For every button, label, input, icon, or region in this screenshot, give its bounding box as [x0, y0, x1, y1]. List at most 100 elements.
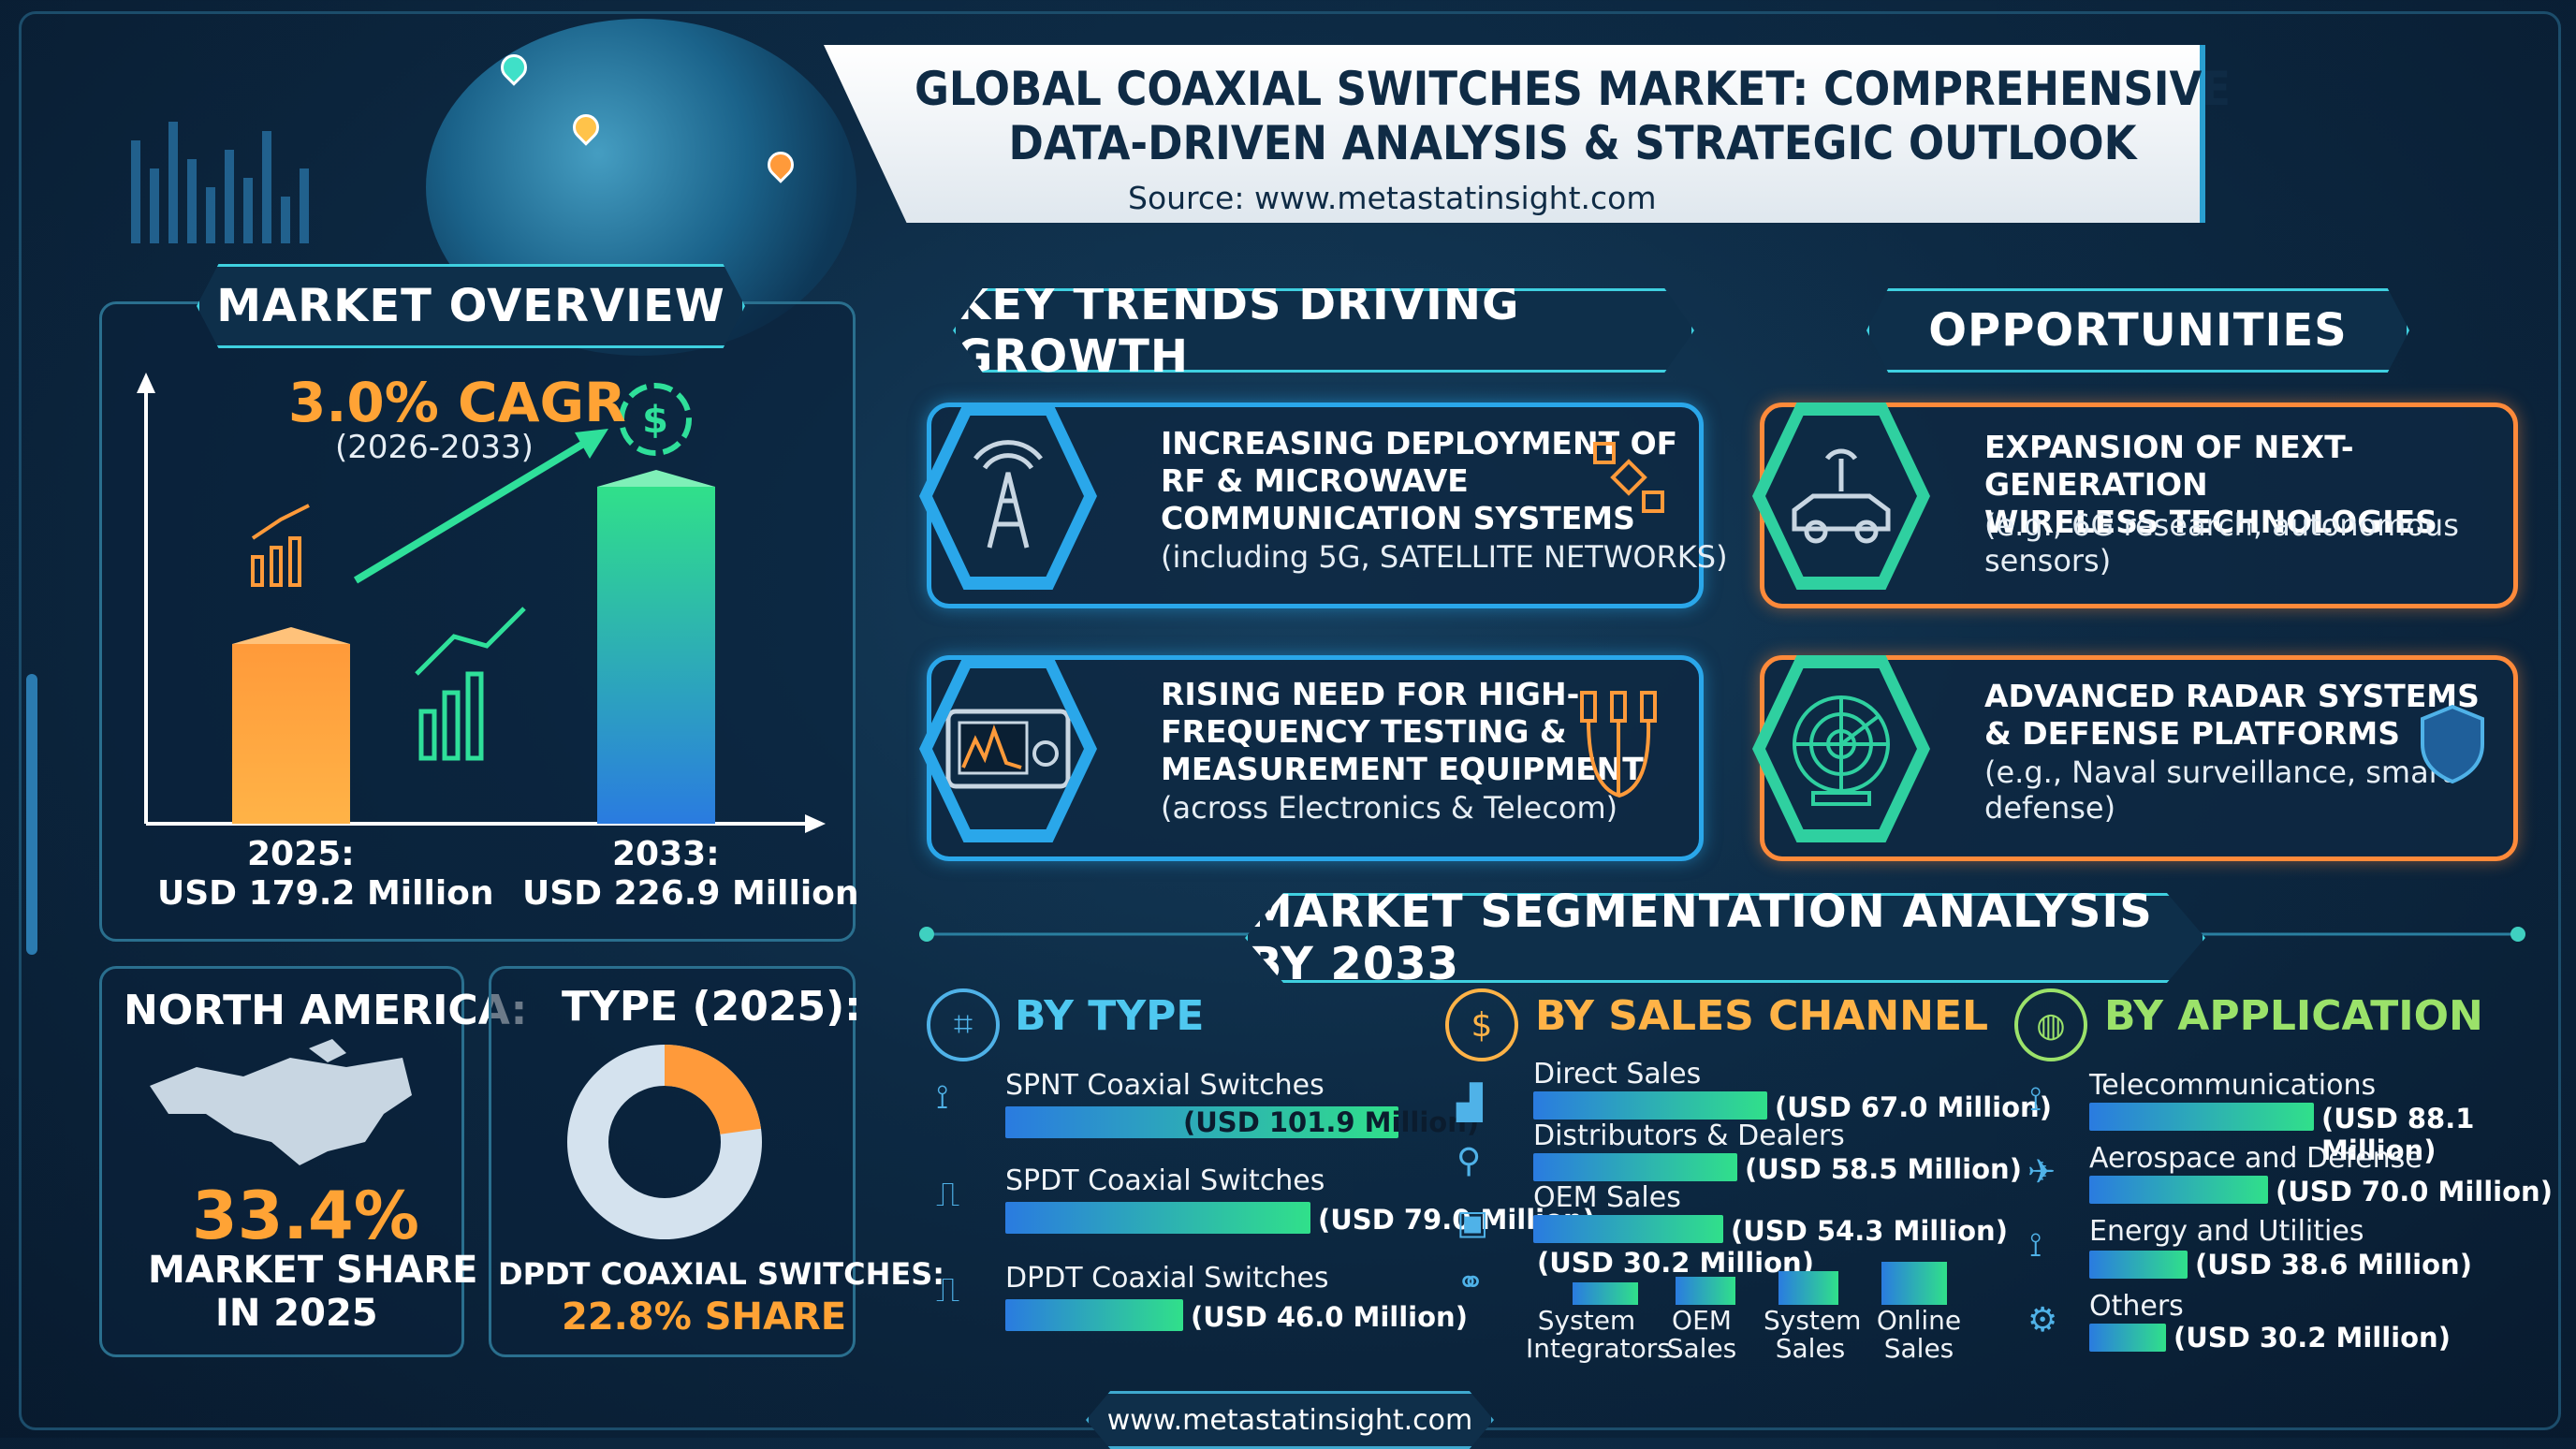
trend-1-title: INCREASING DEPLOYMENT OF RF & MICROWAVE … — [1161, 425, 1677, 537]
svg-text:$: $ — [642, 399, 668, 442]
opportunity-2-title-line-1: ADVANCED RADAR SYSTEMS — [1984, 678, 2480, 714]
trend-1-title-line-1: INCREASING DEPLOYMENT OF — [1161, 425, 1678, 461]
bar-2033 — [597, 487, 715, 824]
app-item-4-bar — [2089, 1324, 2166, 1352]
opportunity-1-title-line-2: WIRELESS TECHNOLOGIES — [1984, 504, 2437, 540]
column-oem-sales — [1676, 1277, 1735, 1305]
telecom-tower-icon: ⟟ — [2029, 1080, 2042, 1119]
source-text: Source: www.metastatinsight.com — [1128, 180, 1657, 216]
app-item-1-name: Telecommunications — [2089, 1069, 2377, 1102]
footer-url[interactable]: www.metastatinsight.com — [1106, 1403, 1473, 1437]
trend-2-title-line-3: MEASUREMENT EQUIPMENT — [1161, 751, 1644, 787]
by-sales-channel-heading: BY SALES CHANNEL — [1535, 992, 1989, 1040]
type-2025-heading: TYPE (2025): — [562, 983, 861, 1031]
market-overview-panel — [99, 301, 856, 942]
opportunity-1-sub-line-1: (e.g., 6G research, autonomous — [1984, 507, 2459, 543]
trend-2-title-line-1: RISING NEED FOR HIGH- — [1161, 676, 1580, 712]
switch-icon: ⎍ — [936, 1176, 960, 1214]
opportunity-1-sub-line-2: sensors) — [1984, 543, 2112, 578]
type-donut-chart — [567, 1045, 762, 1239]
type-item-3-bar — [1005, 1299, 1183, 1331]
north-america-panel — [99, 966, 464, 1357]
app-item-3-label: (USD 38.6 Million) — [2195, 1249, 2472, 1281]
sales-column-4-label: Online Sales — [1876, 1305, 1962, 1364]
opportunities-heading: OPPORTUNITIES — [1866, 288, 2409, 373]
app-item-2-name: Aerospace and Defense — [2089, 1142, 2422, 1175]
opportunity-1-title: EXPANSION OF NEXT-GENERATION WIRELESS TE… — [1984, 429, 2576, 541]
type-item-1-label: (USD 101.9 Million) — [1183, 1106, 1480, 1138]
antenna-icon: ⟟ — [936, 1078, 949, 1117]
opportunity-2-sub-line-2: defense) — [1984, 790, 2116, 826]
bar-2025 — [232, 644, 350, 824]
page-title: GLOBAL COAXIAL SWITCHES MARKET: COMPREHE… — [899, 62, 2247, 170]
app-item-1-bar — [2089, 1103, 2314, 1131]
sales-item-1-name: Direct Sales — [1533, 1058, 1702, 1090]
opportunities-heading-text: OPPORTUNITIES — [1928, 304, 2348, 357]
year-2033-label: 2033: — [612, 835, 720, 873]
cagr-value: 3.0% CAGR — [288, 371, 626, 434]
footer-url-banner[interactable]: www.metastatinsight.com — [1086, 1391, 1494, 1449]
app-item-3-bar — [2089, 1251, 2188, 1279]
spectrum-analyzer-icon — [945, 709, 1071, 789]
north-america-heading: NORTH AMERICA: — [124, 987, 528, 1034]
sales-item-3-name: OEM Sales — [1533, 1181, 1681, 1214]
type-2025-panel — [489, 966, 856, 1357]
value-2025: USD 179.2 Million — [157, 874, 494, 913]
title-line-1: GLOBAL COAXIAL SWITCHES MARKET: COMPREHE… — [914, 62, 2232, 116]
trend-2-title-line-2: FREQUENCY TESTING & — [1161, 713, 1567, 750]
opportunity-2-title: ADVANCED RADAR SYSTEMS & DEFENSE PLATFOR… — [1984, 678, 2480, 753]
trend-1-icon-frame — [919, 402, 1097, 590]
north-america-line-1: MARKET SHARE — [148, 1249, 478, 1292]
type-item-3-label: (USD 46.0 Million) — [1191, 1301, 1468, 1333]
opportunity-2-title-line-2: & DEFENSE PLATFORMS — [1984, 715, 2401, 752]
airplane-icon: ✈ — [2027, 1153, 2056, 1192]
sales-item-2-bar — [1533, 1153, 1737, 1181]
type-item-3-name: DPDT Coaxial Switches — [1005, 1262, 1329, 1295]
dpdt-share-segment — [567, 1045, 762, 1239]
overview-chart: $ — [137, 373, 826, 833]
column-system-integrators — [1573, 1282, 1638, 1305]
year-2025-label: 2025: — [247, 835, 355, 873]
type-item-2-name: SPDT Coaxial Switches — [1005, 1164, 1325, 1197]
radar-icon — [1793, 695, 1890, 806]
trend-1-subtitle: (including 5G, SATELLITE NETWORKS) — [1161, 539, 1728, 575]
oem-icon: ▣ — [1456, 1204, 1489, 1242]
opportunity-2-subtitle: (e.g., Naval surveillance, smart defense… — [1984, 754, 2452, 826]
type-item-1-name: SPNT Coaxial Switches — [1005, 1069, 1325, 1102]
sales-item-3-bar — [1533, 1215, 1723, 1243]
trend-2-subtitle: (across Electronics & Telecom) — [1161, 790, 1618, 826]
opportunity-1-title-line-1: EXPANSION OF NEXT-GENERATION — [1984, 429, 2354, 503]
by-application-icon: ◍ — [2014, 988, 2087, 1061]
app-item-3-name: Energy and Utilities — [2089, 1215, 2364, 1248]
sales-channel-columns — [1573, 1262, 1947, 1305]
trend-1-title-line-2: RF & MICROWAVE — [1161, 462, 1469, 499]
type-2025-line-2: 22.8% SHARE — [562, 1295, 847, 1339]
growth-chart-icon: ▟ — [1456, 1084, 1483, 1122]
trend-2-title: RISING NEED FOR HIGH- FREQUENCY TESTING … — [1161, 676, 1644, 788]
column-system-sales — [1778, 1271, 1838, 1305]
key-trends-heading-text: KEY TRENDS DRIVING GROWTH — [956, 278, 1520, 383]
sales-item-1-label: (USD 67.0 Million) — [1775, 1091, 2052, 1123]
trend-1-title-line-3: COMMUNICATION SYSTEMS — [1161, 500, 1635, 536]
value-2033: USD 226.9 Million — [522, 874, 859, 913]
handshake-icon: ⚭ — [1456, 1264, 1486, 1302]
shield-icon — [2421, 704, 2484, 784]
opportunity-2-sub-line-1: (e.g., Naval surveillance, smart — [1984, 754, 2453, 790]
sales-item-2-label: (USD 58.5 Million) — [1745, 1153, 2022, 1185]
by-type-icon: ⌗ — [927, 988, 1000, 1061]
title-line-2: DATA-DRIVEN ANALYSIS & STRATEGIC OUTLOOK — [1008, 116, 2137, 170]
market-overview-heading-text: MARKET OVERVIEW — [216, 280, 725, 332]
decorative-bars-graphic — [131, 122, 309, 243]
column-online-sales — [1881, 1262, 1947, 1305]
by-type-heading: BY TYPE — [1015, 992, 1205, 1040]
market-overview-heading: MARKET OVERVIEW — [197, 264, 745, 348]
power-pylon-icon: ⟟ — [2029, 1226, 2042, 1265]
sales-item-1-bar — [1533, 1091, 1767, 1120]
segmentation-heading-text: MARKET SEGMENTATION ANALYSIS BY 2033 — [1248, 886, 2153, 990]
app-item-1-label: (USD 88.1 Million) — [2321, 1103, 2475, 1166]
sales-extra-label: (USD 30.2 Million) — [1537, 1247, 1814, 1279]
type-item-2-bar — [1005, 1202, 1310, 1234]
cell-tower-icon — [973, 440, 1043, 549]
by-application-heading: BY APPLICATION — [2104, 992, 2483, 1040]
by-sales-channel-icon: $ — [1445, 988, 1518, 1061]
